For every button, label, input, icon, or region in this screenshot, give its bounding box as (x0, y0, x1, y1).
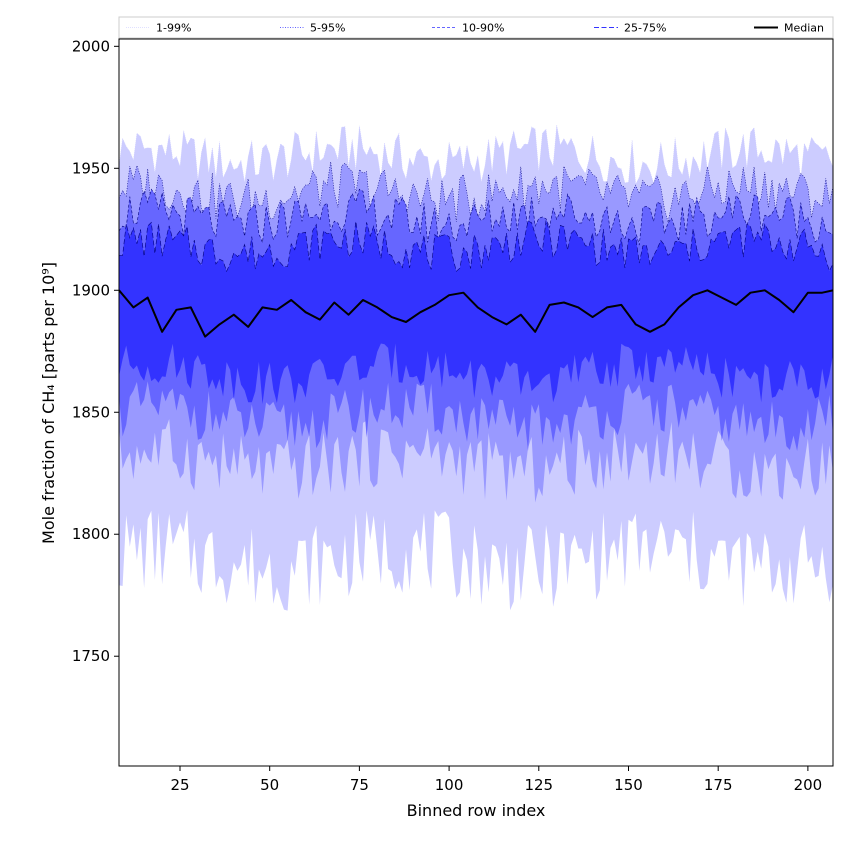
x-tick-label: 25 (170, 776, 189, 794)
band-upper-line-1-99% (119, 124, 833, 186)
legend-label-5-95%: 5-95% (310, 22, 345, 35)
band-25-75% (119, 220, 833, 405)
band-upper-line-25-75% (119, 220, 833, 273)
x-tick-label: 50 (260, 776, 279, 794)
y-tick-label: 1950 (72, 159, 110, 177)
percentile-bands (119, 124, 833, 611)
plot-frame (118, 38, 834, 767)
x-tick-label: 200 (794, 776, 823, 794)
y-tick-label: 1900 (72, 281, 110, 299)
x-tick-label: 75 (350, 776, 369, 794)
x-tick-label: 100 (435, 776, 464, 794)
x-axis-label: Binned row index (407, 801, 546, 820)
x-axis-ticks: 25 50 75 100 125 150 175 200 (170, 766, 822, 794)
legend-box (118, 16, 834, 39)
y-tick-label: 1750 (72, 647, 110, 665)
legend-label-Median: Median (784, 22, 824, 35)
y-tick-label: 2000 (72, 37, 110, 55)
y-tick-label: 1800 (72, 525, 110, 543)
band-upper-line-10-90% (119, 188, 833, 246)
x-tick-label: 150 (614, 776, 643, 794)
x-tick-label: 175 (704, 776, 733, 794)
median-series (119, 289, 833, 338)
legend-label-25-75%: 25-75% (624, 22, 666, 35)
x-tick-label: 125 (524, 776, 553, 794)
y-tick-label: 1850 (72, 403, 110, 421)
legend: 1-99% 5-95% 10-90% 25-75% Median (118, 16, 834, 39)
legend-label-1-99%: 1-99% (156, 22, 191, 35)
y-axis-label: Mole fraction of CH₄ [parts per 10⁹] (39, 262, 58, 544)
median-line (119, 289, 833, 338)
legend-label-10-90%: 10-90% (462, 22, 504, 35)
y-axis-ticks: 1750 1800 1850 1900 1950 2000 (72, 37, 119, 665)
